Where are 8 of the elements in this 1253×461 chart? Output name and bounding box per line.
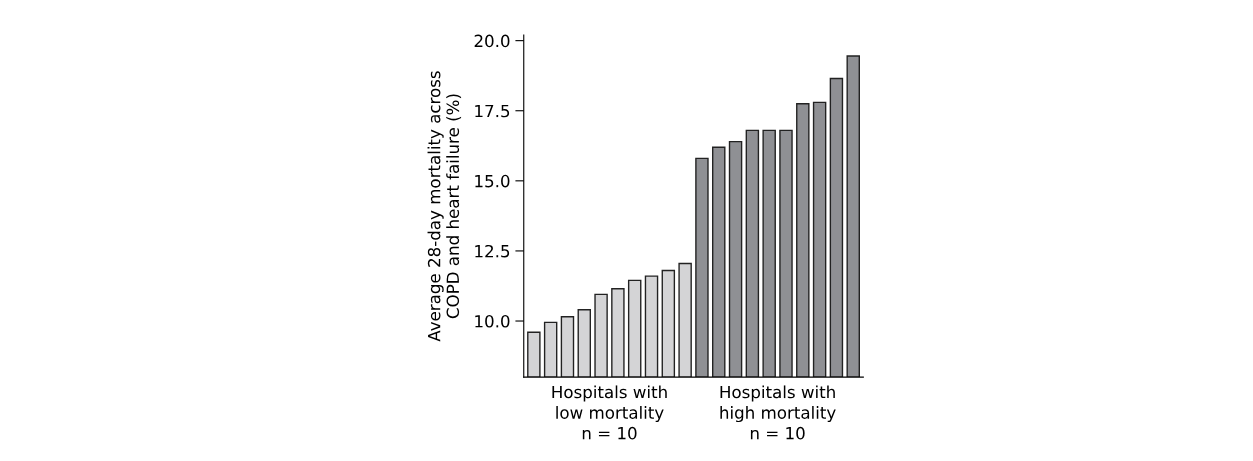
text: Hospitals with high mortality n = 10 [720,385,836,440]
y-tick-label: 20.0 [474,34,510,48]
y-tick-label: 17.5 [475,104,510,118]
y-tick-label: 15.0 [475,174,510,188]
y-tick-label: 12.5 [475,244,510,258]
y-axis-title: Average 28-day mortality across COPD and heart failure (%) [427,71,462,342]
text: Hospitals with low mortality n = 10 [552,385,667,440]
y-tick-label: 10.0 [475,314,510,328]
